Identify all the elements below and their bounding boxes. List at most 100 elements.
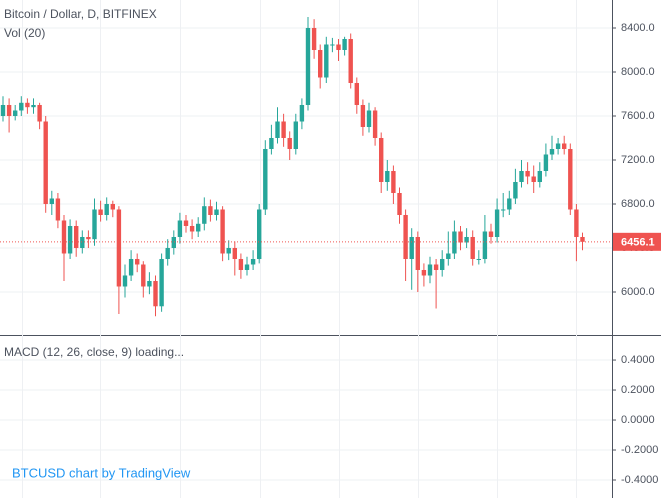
candle-body xyxy=(244,264,250,270)
candle-body xyxy=(391,170,396,193)
candle-body xyxy=(348,38,353,83)
candle-body xyxy=(177,220,183,237)
candle-body xyxy=(580,236,585,242)
candle-body xyxy=(110,203,115,210)
labels: 6456.1 xyxy=(613,232,661,251)
candle-body xyxy=(147,280,152,287)
candle-body xyxy=(159,258,164,307)
candle-body xyxy=(141,264,146,287)
candle-body xyxy=(281,121,286,138)
candle-body xyxy=(543,154,549,171)
candle-body xyxy=(501,209,506,211)
candle-body xyxy=(287,137,292,149)
candle-body xyxy=(324,44,329,78)
candle-body xyxy=(257,209,262,259)
candle-body xyxy=(250,258,256,265)
candle-body xyxy=(43,121,48,204)
candle-body xyxy=(55,198,61,221)
indicator-title: MACD (12, 26, close, 9) loading... xyxy=(4,345,184,359)
candle-body xyxy=(263,148,268,210)
candle-body xyxy=(86,236,91,240)
candle-body xyxy=(128,258,134,276)
candle-body xyxy=(171,236,176,248)
candle-body xyxy=(0,104,6,116)
candle-body xyxy=(409,236,414,259)
y-tick-label: 8400.0 xyxy=(621,22,655,34)
candle-body xyxy=(122,275,128,287)
candle-body xyxy=(519,170,524,182)
plot xyxy=(0,16,612,317)
y-tick-label: -0.4000 xyxy=(621,474,658,486)
candle-body xyxy=(6,104,12,116)
candle-body xyxy=(433,264,439,270)
candle-body xyxy=(49,198,54,204)
candle-body xyxy=(37,104,42,122)
candle-body xyxy=(372,110,378,138)
candle-body xyxy=(452,231,457,254)
candle-body xyxy=(318,49,323,78)
candle-body xyxy=(574,209,579,237)
candle-body xyxy=(354,82,359,105)
candle-body xyxy=(31,104,36,108)
candle-body xyxy=(379,137,384,182)
candle-body xyxy=(330,44,335,46)
candle-body xyxy=(202,206,207,224)
y-tick-label: 0.4000 xyxy=(621,354,655,366)
candle-body xyxy=(74,225,79,248)
candle-body xyxy=(464,236,469,243)
candle-body xyxy=(360,104,366,127)
candle-body xyxy=(403,214,408,259)
candle-body xyxy=(305,27,311,105)
candle-body xyxy=(19,102,24,111)
candle-body xyxy=(208,206,213,215)
candle-body xyxy=(470,236,475,259)
candle-body xyxy=(214,209,219,215)
candle-body xyxy=(513,181,518,199)
candle-body xyxy=(488,231,494,237)
last-price-box xyxy=(613,232,661,251)
candle-body xyxy=(275,121,280,138)
candle-body xyxy=(494,209,500,237)
y-tick-label: -0.2000 xyxy=(621,444,658,456)
candle-body xyxy=(183,220,189,226)
candle-body xyxy=(415,236,420,270)
candle-body xyxy=(482,231,488,259)
candle-body xyxy=(61,220,67,254)
y-tick-label: 0.2000 xyxy=(621,384,655,396)
candle-body xyxy=(476,258,481,260)
candle-body xyxy=(446,253,451,259)
y-tick-label: 0.0000 xyxy=(621,414,655,426)
candle-body xyxy=(269,137,274,149)
candle-body xyxy=(293,121,298,149)
candle-body xyxy=(421,269,427,276)
watermark[interactable]: BTCUSD chart by TradingView xyxy=(12,465,191,480)
y-tick-label: 6800.0 xyxy=(621,198,655,210)
candle-body xyxy=(531,176,536,182)
candle-body xyxy=(537,170,542,182)
candle-body xyxy=(397,192,402,215)
candle-body xyxy=(568,148,573,210)
chart-subtitle: Vol (20) xyxy=(4,26,45,40)
candle-body xyxy=(92,209,97,240)
candle-body xyxy=(153,280,158,307)
y-tick-label: 6000.0 xyxy=(621,286,655,298)
candle-body xyxy=(196,223,201,232)
candle-body xyxy=(238,258,244,270)
y-tick-label: 7200.0 xyxy=(621,154,655,166)
candle-body xyxy=(385,170,390,182)
candle-body xyxy=(549,148,555,155)
candle-body xyxy=(25,102,30,108)
candle-body xyxy=(525,170,530,177)
candle-body xyxy=(562,143,567,149)
candle-body xyxy=(104,203,109,215)
last-price-label: 6456.1 xyxy=(621,237,655,249)
candle-body xyxy=(336,44,341,50)
candle-body xyxy=(80,236,85,248)
candle-body xyxy=(220,209,225,254)
candle-body xyxy=(232,247,237,259)
candle-body xyxy=(135,258,140,265)
y-tick-label: 8000.0 xyxy=(621,66,655,78)
candle-body xyxy=(116,209,122,287)
